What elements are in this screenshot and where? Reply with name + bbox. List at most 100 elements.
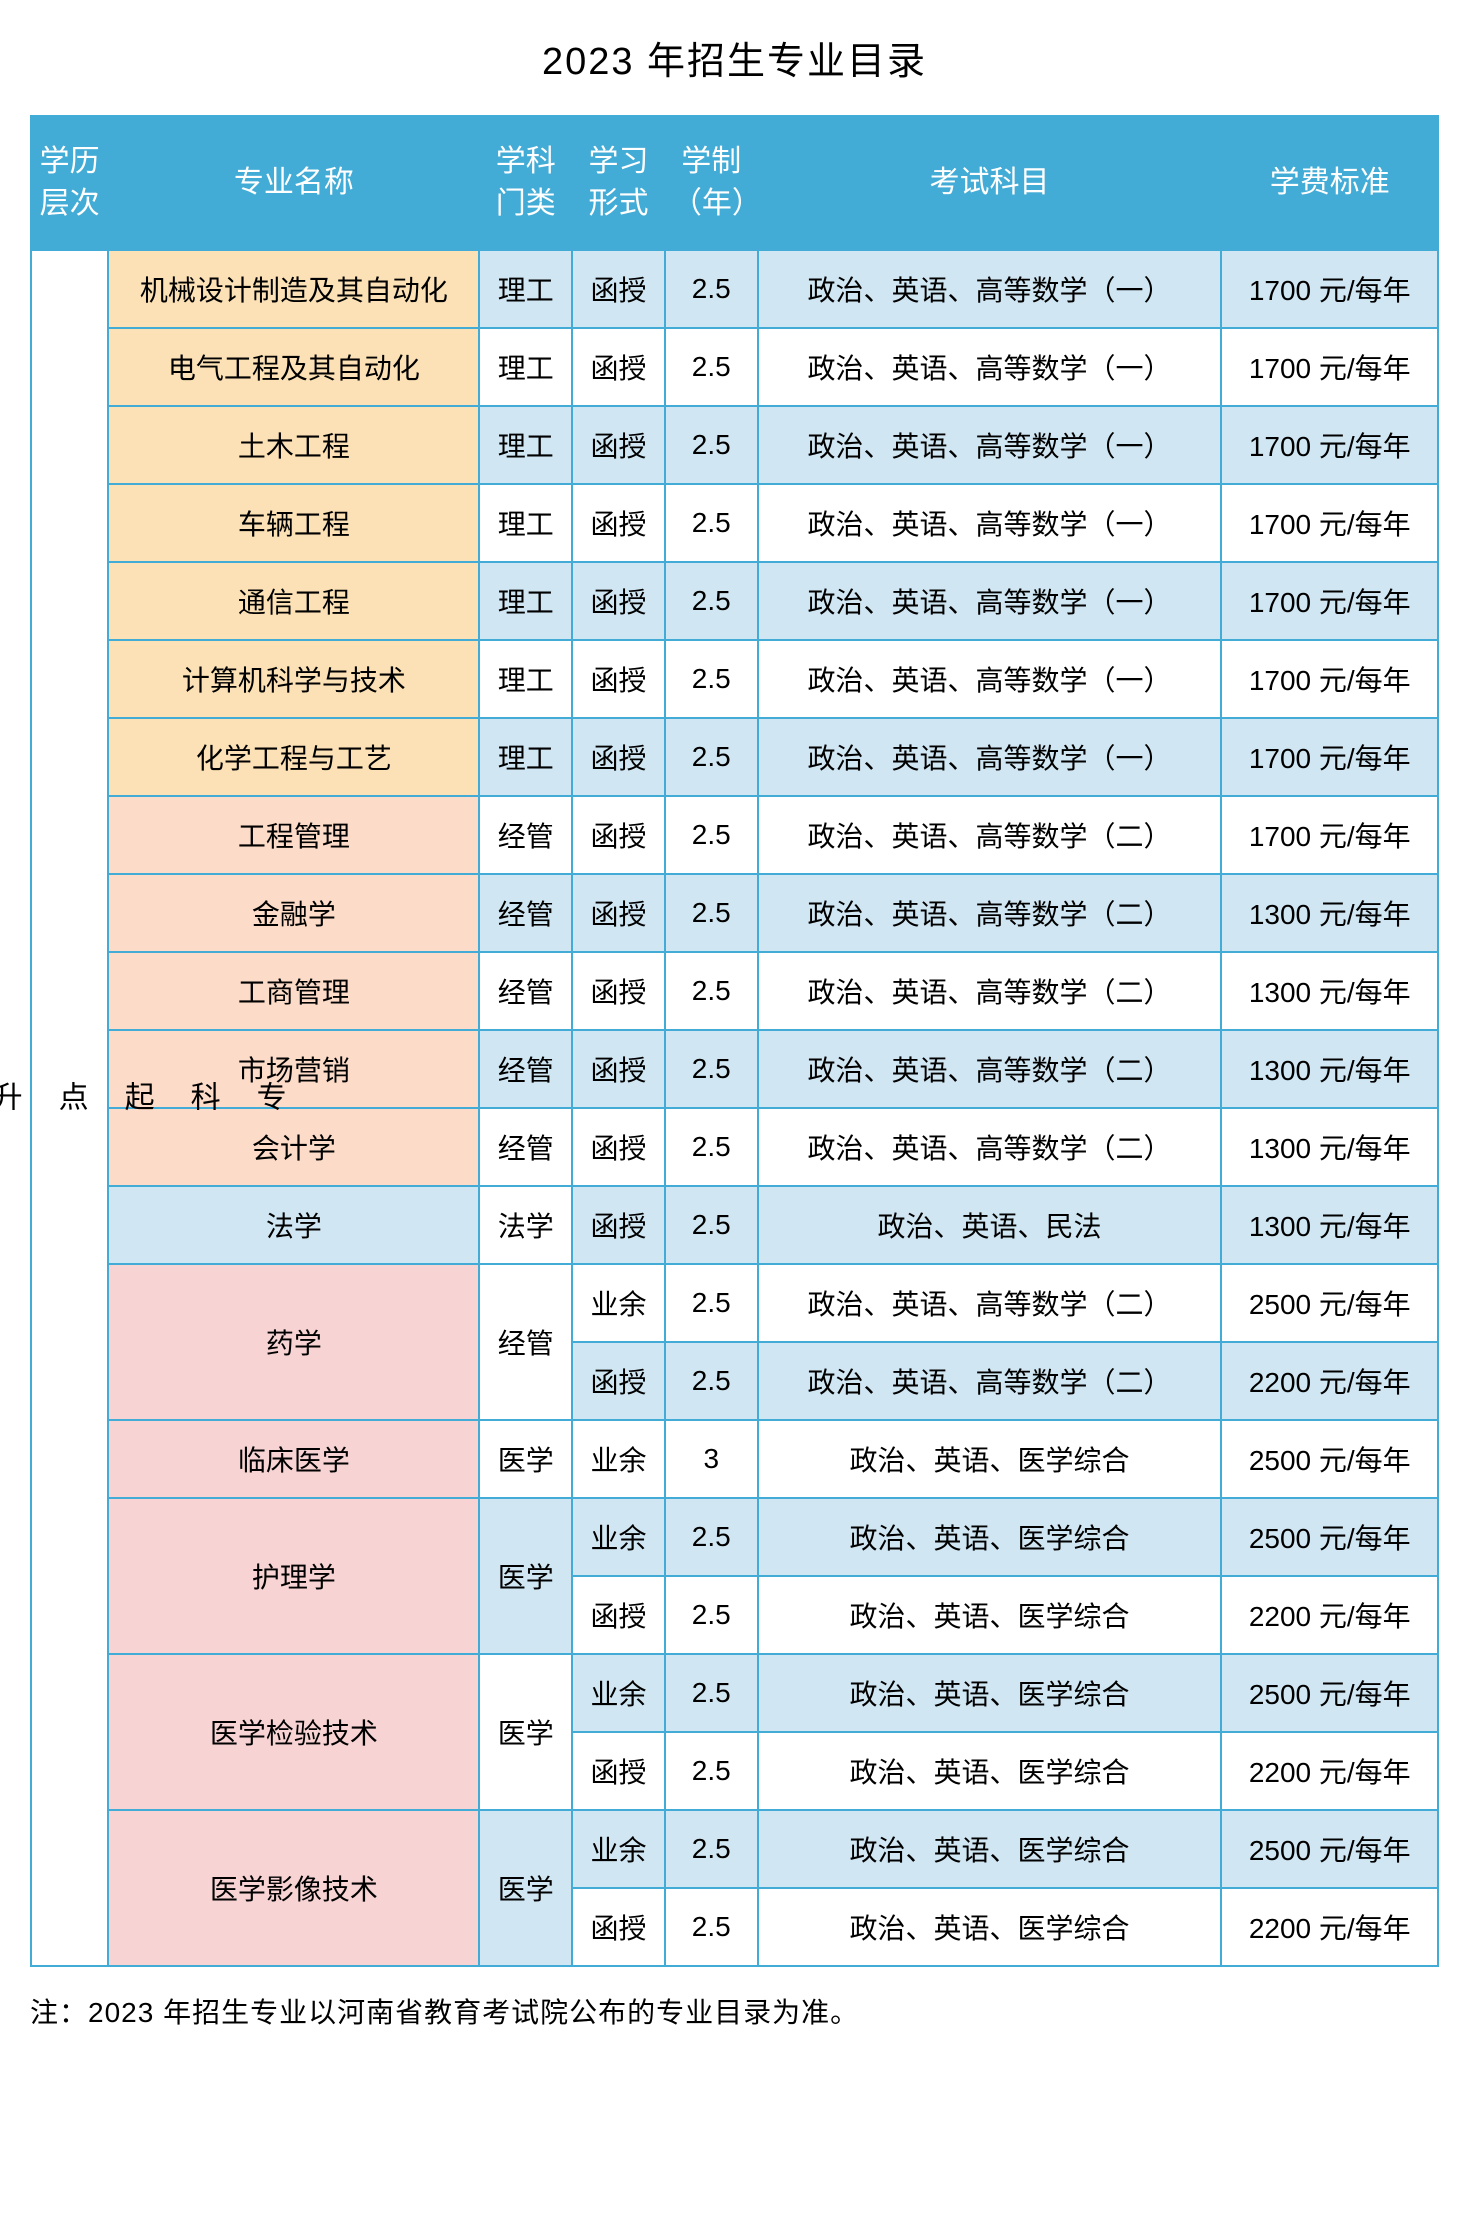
cell-form: 函授 bbox=[572, 640, 665, 718]
cell-duration: 2.5 bbox=[665, 1576, 758, 1654]
cell-category: 经管 bbox=[479, 796, 572, 874]
cell-duration: 2.5 bbox=[665, 1264, 758, 1342]
table-row: 临床医学医学业余3政治、英语、医学综合2500 元/每年 bbox=[31, 1420, 1438, 1498]
cell-fee: 1300 元/每年 bbox=[1221, 874, 1438, 952]
cell-duration: 2.5 bbox=[665, 1810, 758, 1888]
table-row: 电气工程及其自动化理工函授2.5政治、英语、高等数学（一）1700 元/每年 bbox=[31, 328, 1438, 406]
cell-fee: 2500 元/每年 bbox=[1221, 1654, 1438, 1732]
cell-fee: 2200 元/每年 bbox=[1221, 1342, 1438, 1420]
cell-duration: 2.5 bbox=[665, 1342, 758, 1420]
cell-form: 函授 bbox=[572, 562, 665, 640]
cell-form: 业余 bbox=[572, 1420, 665, 1498]
cell-major: 医学检验技术 bbox=[108, 1654, 479, 1810]
cell-fee: 1300 元/每年 bbox=[1221, 952, 1438, 1030]
level-cell: 专科起点升本科 bbox=[31, 250, 108, 1966]
cell-form: 函授 bbox=[572, 1576, 665, 1654]
cell-form: 函授 bbox=[572, 718, 665, 796]
cell-duration: 2.5 bbox=[665, 796, 758, 874]
cell-category: 理工 bbox=[479, 562, 572, 640]
header-category: 学科门类 bbox=[479, 116, 572, 250]
cell-fee: 2500 元/每年 bbox=[1221, 1420, 1438, 1498]
cell-exam: 政治、英语、高等数学（一） bbox=[758, 250, 1222, 328]
cell-major: 工商管理 bbox=[108, 952, 479, 1030]
cell-exam: 政治、英语、高等数学（一） bbox=[758, 562, 1222, 640]
table-row: 药学经管业余2.5政治、英语、高等数学（二）2500 元/每年 bbox=[31, 1264, 1438, 1342]
cell-fee: 1700 元/每年 bbox=[1221, 640, 1438, 718]
table-row: 法学法学函授2.5政治、英语、民法1300 元/每年 bbox=[31, 1186, 1438, 1264]
cell-exam: 政治、英语、医学综合 bbox=[758, 1810, 1222, 1888]
cell-duration: 2.5 bbox=[665, 1888, 758, 1966]
cell-major: 车辆工程 bbox=[108, 484, 479, 562]
cell-form: 函授 bbox=[572, 1030, 665, 1108]
cell-fee: 1300 元/每年 bbox=[1221, 1030, 1438, 1108]
cell-form: 函授 bbox=[572, 484, 665, 562]
header-major: 专业名称 bbox=[108, 116, 479, 250]
table-body: 专科起点升本科机械设计制造及其自动化理工函授2.5政治、英语、高等数学（一）17… bbox=[31, 250, 1438, 1966]
cell-duration: 2.5 bbox=[665, 874, 758, 952]
cell-form: 函授 bbox=[572, 1108, 665, 1186]
cell-fee: 2500 元/每年 bbox=[1221, 1810, 1438, 1888]
cell-category: 经管 bbox=[479, 952, 572, 1030]
cell-exam: 政治、英语、高等数学（二） bbox=[758, 1342, 1222, 1420]
cell-duration: 2.5 bbox=[665, 952, 758, 1030]
header-fee: 学费标准 bbox=[1221, 116, 1438, 250]
cell-category: 理工 bbox=[479, 640, 572, 718]
cell-duration: 2.5 bbox=[665, 562, 758, 640]
cell-major: 护理学 bbox=[108, 1498, 479, 1654]
cell-category: 经管 bbox=[479, 874, 572, 952]
cell-form: 函授 bbox=[572, 952, 665, 1030]
cell-fee: 1700 元/每年 bbox=[1221, 250, 1438, 328]
table-row: 金融学经管函授2.5政治、英语、高等数学（二）1300 元/每年 bbox=[31, 874, 1438, 952]
cell-fee: 2500 元/每年 bbox=[1221, 1498, 1438, 1576]
cell-duration: 2.5 bbox=[665, 1498, 758, 1576]
cell-duration: 2.5 bbox=[665, 406, 758, 484]
cell-category: 理工 bbox=[479, 328, 572, 406]
cell-fee: 2200 元/每年 bbox=[1221, 1732, 1438, 1810]
table-row: 通信工程理工函授2.5政治、英语、高等数学（一）1700 元/每年 bbox=[31, 562, 1438, 640]
cell-exam: 政治、英语、高等数学（一） bbox=[758, 718, 1222, 796]
cell-fee: 1300 元/每年 bbox=[1221, 1186, 1438, 1264]
cell-major: 土木工程 bbox=[108, 406, 479, 484]
cell-duration: 2.5 bbox=[665, 1732, 758, 1810]
cell-category: 医学 bbox=[479, 1498, 572, 1654]
cell-major: 药学 bbox=[108, 1264, 479, 1420]
cell-category: 理工 bbox=[479, 718, 572, 796]
cell-major: 临床医学 bbox=[108, 1420, 479, 1498]
cell-duration: 2.5 bbox=[665, 640, 758, 718]
cell-exam: 政治、英语、民法 bbox=[758, 1186, 1222, 1264]
cell-exam: 政治、英语、医学综合 bbox=[758, 1888, 1222, 1966]
cell-major: 计算机科学与技术 bbox=[108, 640, 479, 718]
cell-exam: 政治、英语、高等数学（二） bbox=[758, 1030, 1222, 1108]
cell-duration: 2.5 bbox=[665, 1030, 758, 1108]
cell-form: 业余 bbox=[572, 1810, 665, 1888]
table-row: 化学工程与工艺理工函授2.5政治、英语、高等数学（一）1700 元/每年 bbox=[31, 718, 1438, 796]
cell-form: 函授 bbox=[572, 328, 665, 406]
cell-category: 法学 bbox=[479, 1186, 572, 1264]
cell-form: 函授 bbox=[572, 1732, 665, 1810]
cell-fee: 1700 元/每年 bbox=[1221, 718, 1438, 796]
cell-form: 函授 bbox=[572, 1342, 665, 1420]
cell-exam: 政治、英语、高等数学（二） bbox=[758, 1108, 1222, 1186]
cell-fee: 2200 元/每年 bbox=[1221, 1576, 1438, 1654]
cell-category: 医学 bbox=[479, 1420, 572, 1498]
cell-exam: 政治、英语、医学综合 bbox=[758, 1576, 1222, 1654]
footnote: 注：2023 年招生专业以河南省教育考试院公布的专业目录为准。 bbox=[30, 1991, 1439, 2031]
cell-exam: 政治、英语、高等数学（二） bbox=[758, 796, 1222, 874]
cell-category: 经管 bbox=[479, 1030, 572, 1108]
cell-fee: 1300 元/每年 bbox=[1221, 1108, 1438, 1186]
cell-form: 函授 bbox=[572, 1186, 665, 1264]
cell-duration: 2.5 bbox=[665, 1186, 758, 1264]
cell-exam: 政治、英语、高等数学（一） bbox=[758, 406, 1222, 484]
cell-exam: 政治、英语、医学综合 bbox=[758, 1654, 1222, 1732]
cell-form: 函授 bbox=[572, 874, 665, 952]
cell-category: 理工 bbox=[479, 406, 572, 484]
cell-major: 通信工程 bbox=[108, 562, 479, 640]
header-duration: 学制（年） bbox=[665, 116, 758, 250]
cell-exam: 政治、英语、高等数学（一） bbox=[758, 640, 1222, 718]
cell-exam: 政治、英语、高等数学（一） bbox=[758, 328, 1222, 406]
cell-duration: 2.5 bbox=[665, 718, 758, 796]
cell-major: 机械设计制造及其自动化 bbox=[108, 250, 479, 328]
table-header-row: 学历层次 专业名称 学科门类 学习形式 学制（年） 考试科目 学费标准 bbox=[31, 116, 1438, 250]
cell-exam: 政治、英语、高等数学（二） bbox=[758, 1264, 1222, 1342]
cell-form: 业余 bbox=[572, 1264, 665, 1342]
